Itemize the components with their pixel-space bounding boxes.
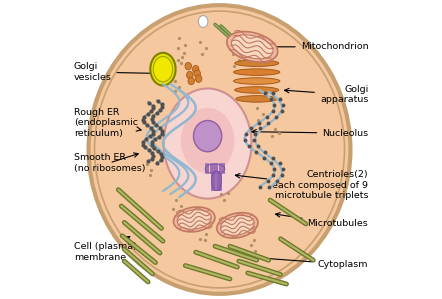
Ellipse shape: [236, 51, 278, 57]
Text: Cell (plasma)
membrane: Cell (plasma) membrane: [74, 237, 137, 262]
Ellipse shape: [174, 207, 215, 232]
Text: Microtubules: Microtubules: [275, 213, 368, 228]
Text: Golgi
vesicles: Golgi vesicles: [74, 62, 165, 82]
Ellipse shape: [187, 71, 193, 79]
Ellipse shape: [233, 78, 280, 84]
Text: Cytoplasm: Cytoplasm: [246, 255, 368, 269]
Ellipse shape: [235, 60, 279, 66]
Ellipse shape: [192, 65, 199, 73]
Ellipse shape: [181, 108, 234, 173]
Ellipse shape: [198, 16, 208, 28]
Ellipse shape: [194, 70, 201, 77]
Text: Nucleolus: Nucleolus: [252, 129, 368, 138]
Ellipse shape: [221, 215, 254, 235]
Ellipse shape: [188, 77, 194, 85]
Ellipse shape: [194, 120, 222, 152]
Ellipse shape: [236, 96, 278, 102]
Ellipse shape: [232, 35, 273, 59]
Ellipse shape: [177, 210, 211, 229]
Text: Golgi
apparatus: Golgi apparatus: [285, 85, 368, 104]
Ellipse shape: [164, 89, 251, 199]
Text: Mitochondrion: Mitochondrion: [265, 42, 368, 51]
Ellipse shape: [217, 213, 258, 238]
Ellipse shape: [88, 5, 351, 294]
Text: Rough ER
(endoplasmic
reticulum): Rough ER (endoplasmic reticulum): [74, 108, 141, 138]
Ellipse shape: [150, 53, 175, 86]
Ellipse shape: [185, 62, 191, 70]
Ellipse shape: [227, 32, 278, 62]
Ellipse shape: [233, 69, 280, 75]
Text: Smooth ER
(no ribosomes): Smooth ER (no ribosomes): [74, 153, 145, 173]
Ellipse shape: [235, 87, 279, 93]
Ellipse shape: [153, 57, 173, 82]
Text: Centrioles(2)
each composed of 9
microtubule triplets: Centrioles(2) each composed of 9 microtu…: [236, 170, 368, 200]
Ellipse shape: [195, 75, 202, 83]
